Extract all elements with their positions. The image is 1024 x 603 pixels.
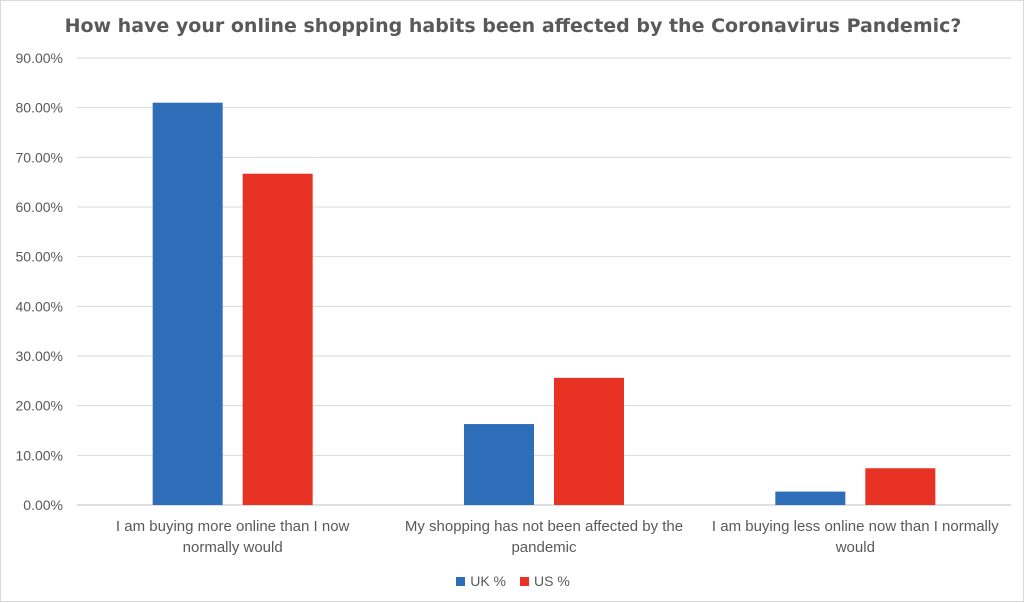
y-tick-label: 40.00% xyxy=(16,298,63,314)
legend-label: UK % xyxy=(470,573,506,589)
bar-uk-3 xyxy=(775,491,846,505)
y-tick-label: 30.00% xyxy=(16,348,63,364)
chart-title: How have your online shopping habits bee… xyxy=(64,15,962,37)
x-category-label: pandemic xyxy=(511,539,577,556)
legend-label: US % xyxy=(534,573,570,589)
bar-us-3 xyxy=(865,468,936,505)
y-tick-label: 80.00% xyxy=(16,100,63,116)
bar-uk-1 xyxy=(152,102,223,505)
x-category-label: I am buying less online now than I norma… xyxy=(712,518,999,535)
x-category-label: would xyxy=(835,539,875,556)
legend-swatch xyxy=(456,576,466,586)
legend-swatch xyxy=(520,576,529,586)
y-tick-label: 90.00% xyxy=(16,50,63,66)
x-category-label: normally would xyxy=(183,539,283,556)
x-category-label: I am buying more online than I now xyxy=(116,518,350,535)
legend-item: US % xyxy=(520,573,570,589)
bar-uk-2 xyxy=(464,424,534,505)
y-tick-label: 70.00% xyxy=(16,149,63,165)
y-tick-label: 60.00% xyxy=(16,199,63,215)
y-tick-label: 20.00% xyxy=(16,398,63,414)
y-tick-label: 0.00% xyxy=(23,497,63,513)
y-tick-label: 10.00% xyxy=(16,447,63,463)
y-tick-label: 50.00% xyxy=(16,249,63,265)
legend-item: UK % xyxy=(456,573,506,589)
bar-us-1 xyxy=(242,173,313,505)
x-category-label: My shopping has not been affected by the xyxy=(405,518,683,535)
bar-us-2 xyxy=(554,377,624,505)
chart-legend: UK % US % xyxy=(1,573,1024,589)
